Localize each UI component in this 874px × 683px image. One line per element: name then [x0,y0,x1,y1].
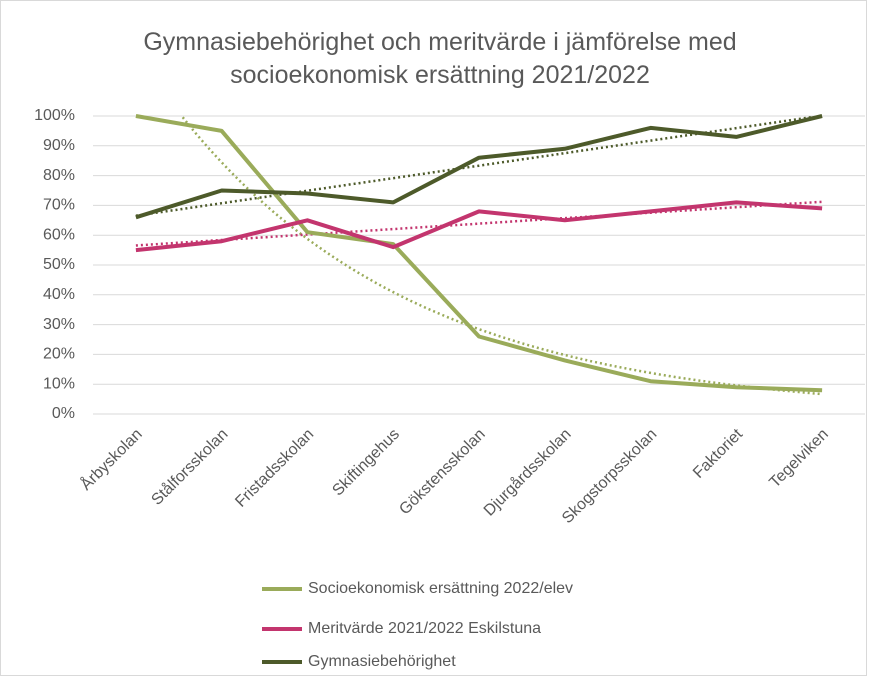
x-tick-label: Tegelviken [766,426,831,491]
y-tick-label: 20% [43,346,75,363]
x-tick-label: Årbyskolan [76,424,145,493]
y-tick-label: 40% [43,286,75,303]
x-tick-label: Fristadsskolan [232,426,317,511]
y-tick-label: 90% [43,137,75,154]
y-tick-label: 80% [43,167,75,184]
x-tick-label: Stålforsskolan [148,425,232,509]
trendline [135,116,823,217]
chart-title: Gymnasiebehörighet och meritvärde i jämf… [143,28,737,89]
line-series [135,114,823,220]
y-tick-label: 100% [34,107,75,124]
trendlines [135,116,823,396]
legend-label: Socioekonomisk ersättning 2022/elev [308,580,573,597]
x-tick-label: Skiftingehus [329,426,403,500]
legend-label: Gymnasiebehörighet [308,653,456,670]
y-tick-label: 10% [43,375,75,392]
line-series [135,114,823,393]
line-series [135,200,823,253]
y-tick-label: 30% [43,316,75,333]
trendline [180,116,823,396]
x-tick-label: Gökstensskolan [396,426,489,519]
y-tick-label: 0% [52,405,75,422]
y-tick-label: 60% [43,226,75,243]
x-tick-label: Djurgårdsskolan [480,425,574,519]
x-tick-label: Faktoriet [690,425,746,481]
y-tick-label: 50% [43,256,75,273]
legend-label: Meritvärde 2021/2022 Eskilstuna [308,620,541,637]
y-tick-label: 70% [43,197,75,214]
x-tick-label: Skogstorpsskolan [559,426,660,527]
